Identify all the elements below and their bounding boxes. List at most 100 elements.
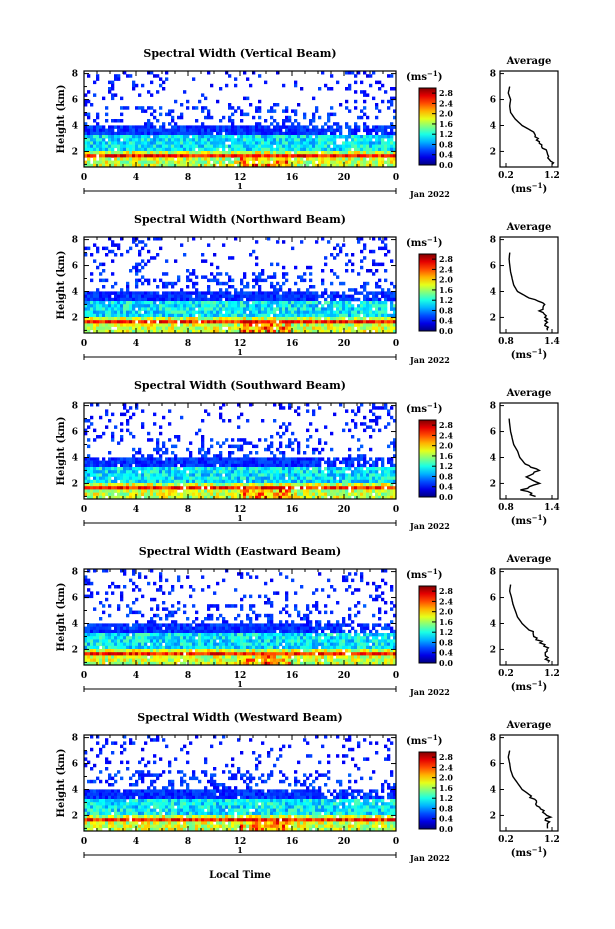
- heatmap-cell: [144, 141, 148, 145]
- heatmap-cell: [168, 147, 172, 152]
- heatmap-cell: [156, 119, 160, 123]
- heatmap-cell: [204, 457, 208, 461]
- heatmap-cell: [333, 304, 337, 308]
- heatmap-cell: [270, 441, 274, 445]
- heatmap-cell: [369, 83, 373, 88]
- heatmap-cell: [387, 323, 391, 327]
- heatmap-cell: [372, 486, 376, 490]
- heatmap-cell: [387, 473, 391, 477]
- heatmap-cell: [366, 281, 370, 286]
- heatmap-cell: [192, 476, 196, 481]
- heatmap-cell: [249, 304, 253, 308]
- heatmap-cell: [237, 479, 241, 484]
- heatmap-cell: [213, 291, 217, 295]
- heatmap-cell: [90, 128, 94, 133]
- heatmap-cell: [117, 320, 121, 324]
- heatmap-cell: [99, 323, 103, 327]
- heatmap-cell: [99, 138, 103, 142]
- heatmap-cell: [105, 135, 109, 139]
- heatmap-cell: [297, 412, 301, 417]
- heatmap-cell: [369, 297, 373, 302]
- heatmap-cell: [204, 304, 208, 308]
- heatmap-cell: [336, 243, 340, 247]
- heatmap-cell: [306, 489, 310, 493]
- heatmap-cell: [387, 444, 391, 449]
- heatmap-cell: [123, 329, 127, 334]
- heatmap-cell: [342, 467, 346, 471]
- heatmap-cell: [378, 144, 382, 149]
- heatmap-cell: [195, 291, 199, 295]
- heatmap-cell: [372, 403, 376, 407]
- heatmap-cell: [138, 131, 142, 136]
- heatmap-cell: [231, 151, 235, 155]
- heatmap-cell: [153, 109, 157, 113]
- heatmap-cell: [342, 281, 346, 286]
- heatmap-cell: [159, 106, 163, 110]
- heatmap-cell: [321, 157, 325, 161]
- heatmap-cell: [330, 135, 334, 139]
- heatmap-cell: [282, 454, 286, 458]
- heatmap-cell: [99, 272, 103, 276]
- heatmap-cell: [354, 154, 358, 158]
- heatmap-cell: [141, 151, 145, 155]
- heatmap-cell: [207, 138, 211, 142]
- heatmap-cell: [366, 163, 370, 168]
- heatmap-cell: [90, 323, 94, 327]
- heatmap-cell: [255, 256, 259, 260]
- heatmap-cell: [159, 297, 163, 302]
- heatmap-cell: [126, 492, 130, 497]
- heatmap-cell: [282, 291, 286, 295]
- heatmap-cell: [351, 262, 355, 267]
- heatmap-cell: [285, 115, 289, 120]
- heatmap-cell: [306, 307, 310, 311]
- heatmap-cell: [258, 288, 262, 292]
- heatmap-cell: [165, 476, 169, 481]
- heatmap-cell: [324, 147, 328, 152]
- heatmap-cell: [240, 304, 244, 308]
- heatmap-cell: [156, 460, 160, 465]
- heatmap-cell: [384, 317, 388, 321]
- heatmap-cell: [150, 307, 154, 311]
- heatmap-cell: [285, 473, 289, 477]
- heatmap-cell: [144, 109, 148, 113]
- heatmap-cell: [204, 409, 208, 413]
- heatmap-cell: [282, 144, 286, 149]
- heatmap-cell: [228, 163, 232, 168]
- heatmap-cell: [165, 112, 169, 117]
- heatmap-cell: [390, 99, 394, 104]
- heatmap-cell: [135, 301, 139, 305]
- heatmap-cell: [201, 435, 205, 439]
- heatmap-cell: [309, 144, 313, 149]
- heatmap-cell: [162, 415, 166, 420]
- heatmap-cell: [291, 320, 295, 324]
- heatmap-cell: [90, 320, 94, 324]
- heatmap-cell: [180, 160, 184, 165]
- heatmap-cell: [261, 320, 265, 324]
- heatmap-cell: [240, 320, 244, 324]
- heatmap-cell: [342, 301, 346, 305]
- heatmap-cell: [186, 151, 190, 155]
- heatmap-cell: [114, 307, 118, 311]
- y-tick-label: 6: [72, 428, 78, 438]
- heatmap-cell: [339, 147, 343, 152]
- heatmap-cell: [153, 329, 157, 334]
- heatmap-cell: [291, 246, 295, 251]
- heatmap-cell: [324, 262, 328, 267]
- heatmap-cell: [228, 285, 232, 289]
- heatmap-cell: [351, 470, 355, 474]
- heatmap-cell: [129, 291, 133, 295]
- heatmap-cell: [249, 138, 253, 142]
- heatmap-cell: [96, 460, 100, 465]
- heatmap-cell: [213, 278, 217, 283]
- heatmap-cell: [255, 141, 259, 145]
- heatmap-cell: [96, 483, 100, 487]
- heatmap-cell: [108, 473, 112, 477]
- heatmap-cell: [84, 144, 88, 149]
- heatmap-cell: [111, 329, 115, 334]
- heatmap-cell: [333, 483, 337, 487]
- heatmap-cell: [87, 112, 91, 117]
- heatmap-cell: [84, 473, 88, 477]
- heatmap-cell: [159, 307, 163, 311]
- heatmap-cell: [300, 323, 304, 327]
- heatmap-cell: [141, 476, 145, 481]
